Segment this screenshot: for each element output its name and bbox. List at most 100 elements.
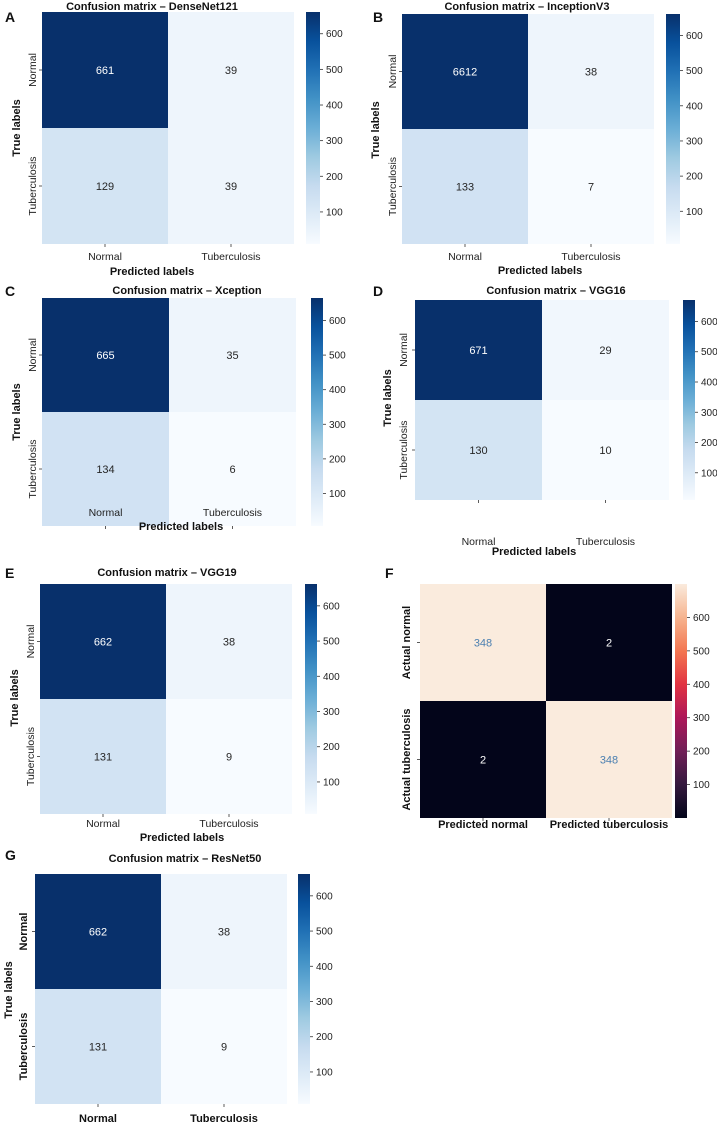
colorbar-tick-label-d-5: 600 — [701, 317, 717, 328]
y-axis-label-g: True labels — [3, 961, 15, 1018]
colorbar-tick-label-f-3: 400 — [693, 680, 710, 691]
cell-label-d-r0c1: 29 — [599, 345, 611, 357]
heatmap-cell-g-r0c0 — [35, 874, 161, 989]
cell-label-e-r0c0: 662 — [94, 637, 112, 649]
heatmap-cell-c-r1c1 — [169, 412, 296, 526]
heatmap-cell-a-r0c1 — [168, 12, 294, 128]
colorbar-tick-label-g-5: 600 — [316, 891, 333, 902]
colorbar-tick-label-b-1: 200 — [686, 172, 703, 183]
cell-label-a-r0c1: 39 — [225, 65, 237, 77]
colorbar-d — [683, 300, 695, 500]
cell-label-a-r0c0: 661 — [96, 65, 114, 77]
cell-label-d-r1c1: 10 — [599, 445, 611, 457]
cell-label-g-r1c0: 131 — [89, 1042, 107, 1054]
colorbar-tick-label-b-4: 500 — [686, 66, 703, 77]
cell-label-f-r1c0: 2 — [480, 755, 486, 767]
colorbar-tick-label-e-4: 500 — [323, 637, 340, 648]
y-tick-label-d-1: Tuberculosis — [398, 420, 410, 479]
x-axis-label-e: Predicted labels — [140, 832, 224, 844]
heatmap-cell-e-r0c0 — [40, 584, 166, 699]
chart-title-c: Confusion matrix – Xception — [112, 285, 261, 297]
heatmap-cell-d-r1c0 — [415, 400, 542, 500]
colorbar-tick-label-c-4: 500 — [329, 351, 346, 362]
heatmap-cell-c-r1c0 — [42, 412, 169, 526]
y-tick-label-b-1: Tuberculosis — [387, 157, 399, 216]
cell-label-d-r1c0: 130 — [469, 445, 487, 457]
colorbar-tick-label-c-3: 400 — [329, 385, 346, 396]
colorbar-tick-label-e-2: 300 — [323, 707, 340, 718]
y-tick-label-f-1: Actual tuberculosis — [401, 708, 413, 810]
x-tick-label-e-0: Normal — [86, 818, 120, 830]
panel-label-a: A — [5, 9, 15, 25]
x-tick-label-c-1: Tuberculosis — [203, 507, 262, 519]
colorbar-tick-label-f-4: 500 — [693, 646, 710, 657]
cell-label-g-r1c1: 9 — [221, 1042, 227, 1054]
colorbar-tick-label-b-0: 100 — [686, 207, 703, 218]
heatmap-cell-a-r1c1 — [168, 128, 294, 244]
colorbar-tick-label-f-1: 200 — [693, 747, 710, 758]
cell-label-b-r1c1: 7 — [588, 182, 594, 194]
heatmap-cell-a-r1c0 — [42, 128, 168, 244]
heatmap-cell-e-r1c0 — [40, 699, 166, 814]
colorbar-tick-label-b-3: 400 — [686, 101, 703, 112]
cell-label-d-r0c0: 671 — [469, 345, 487, 357]
x-tick-label-a-1: Tuberculosis — [201, 251, 260, 263]
heatmap-cell-d-r1c1 — [542, 400, 669, 500]
y-tick-label-f-0: Actual normal — [401, 606, 413, 679]
y-axis-label-e: True labels — [9, 669, 21, 726]
cell-label-c-r0c0: 665 — [96, 350, 114, 362]
panel-label-d: D — [373, 283, 383, 299]
y-tick-label-e-1: Tuberculosis — [25, 727, 37, 786]
colorbar-tick-label-a-0: 100 — [326, 207, 343, 218]
cell-label-f-r0c1: 2 — [606, 638, 612, 650]
heatmap-cell-b-r1c0 — [402, 129, 528, 244]
cell-label-f-r1c1: 348 — [600, 755, 618, 767]
colorbar-tick-label-d-2: 300 — [701, 408, 717, 419]
heatmap-cell-c-r0c0 — [42, 298, 169, 412]
colorbar-tick-label-c-5: 600 — [329, 316, 346, 327]
x-tick-label-d-0: Normal — [462, 536, 496, 548]
panel-label-g: G — [5, 847, 16, 863]
x-tick-label-f-0: Predicted normal — [438, 819, 528, 831]
cell-label-b-r0c1: 38 — [585, 67, 597, 79]
heatmap-cell-f-r1c1 — [546, 701, 672, 818]
x-tick-label-g-0: Normal — [79, 1113, 117, 1125]
heatmap-cell-c-r0c1 — [169, 298, 296, 412]
colorbar-tick-label-e-3: 400 — [323, 672, 340, 683]
colorbar-tick-label-d-1: 200 — [701, 438, 717, 449]
y-axis-label-c: True labels — [11, 383, 23, 440]
heatmap-cell-d-r0c0 — [415, 300, 542, 400]
panel-label-c: C — [5, 283, 15, 299]
panel-label-f: F — [385, 565, 394, 581]
colorbar-a — [306, 12, 320, 244]
colorbar-tick-label-e-0: 100 — [323, 777, 340, 788]
heatmap-cell-a-r0c0 — [42, 12, 168, 128]
chart-title-e: Confusion matrix – VGG19 — [97, 567, 236, 579]
colorbar-tick-label-a-4: 500 — [326, 65, 343, 76]
colorbar-b — [666, 14, 680, 244]
x-tick-label-g-1: Tuberculosis — [190, 1113, 258, 1125]
chart-title-d: Confusion matrix – VGG16 — [486, 285, 625, 297]
cell-label-f-r0c0: 348 — [474, 638, 492, 650]
heatmap-cell-f-r1c0 — [420, 701, 546, 818]
x-tick-label-b-1: Tuberculosis — [561, 251, 620, 263]
colorbar-tick-label-d-0: 100 — [701, 468, 717, 479]
y-axis-label-b: True labels — [370, 101, 382, 158]
x-axis-label-b: Predicted labels — [498, 265, 582, 277]
colorbar-tick-label-c-1: 200 — [329, 454, 346, 465]
heatmap-cell-f-r0c1 — [546, 584, 672, 701]
colorbar-tick-label-f-0: 100 — [693, 780, 710, 791]
cell-label-c-r1c0: 134 — [96, 464, 114, 476]
heatmap-cell-d-r0c1 — [542, 300, 669, 400]
colorbar-f — [675, 584, 687, 818]
cell-label-e-r1c1: 9 — [226, 752, 232, 764]
panel-label-e: E — [5, 565, 14, 581]
heatmap-cell-b-r1c1 — [528, 129, 654, 244]
colorbar-tick-label-b-5: 600 — [686, 31, 703, 42]
cell-label-g-r0c0: 662 — [89, 927, 107, 939]
y-tick-label-d-0: Normal — [398, 333, 410, 367]
colorbar-tick-label-g-0: 100 — [316, 1067, 333, 1078]
cell-label-b-r0c0: 6612 — [453, 67, 477, 79]
cell-label-e-r0c1: 38 — [223, 637, 235, 649]
